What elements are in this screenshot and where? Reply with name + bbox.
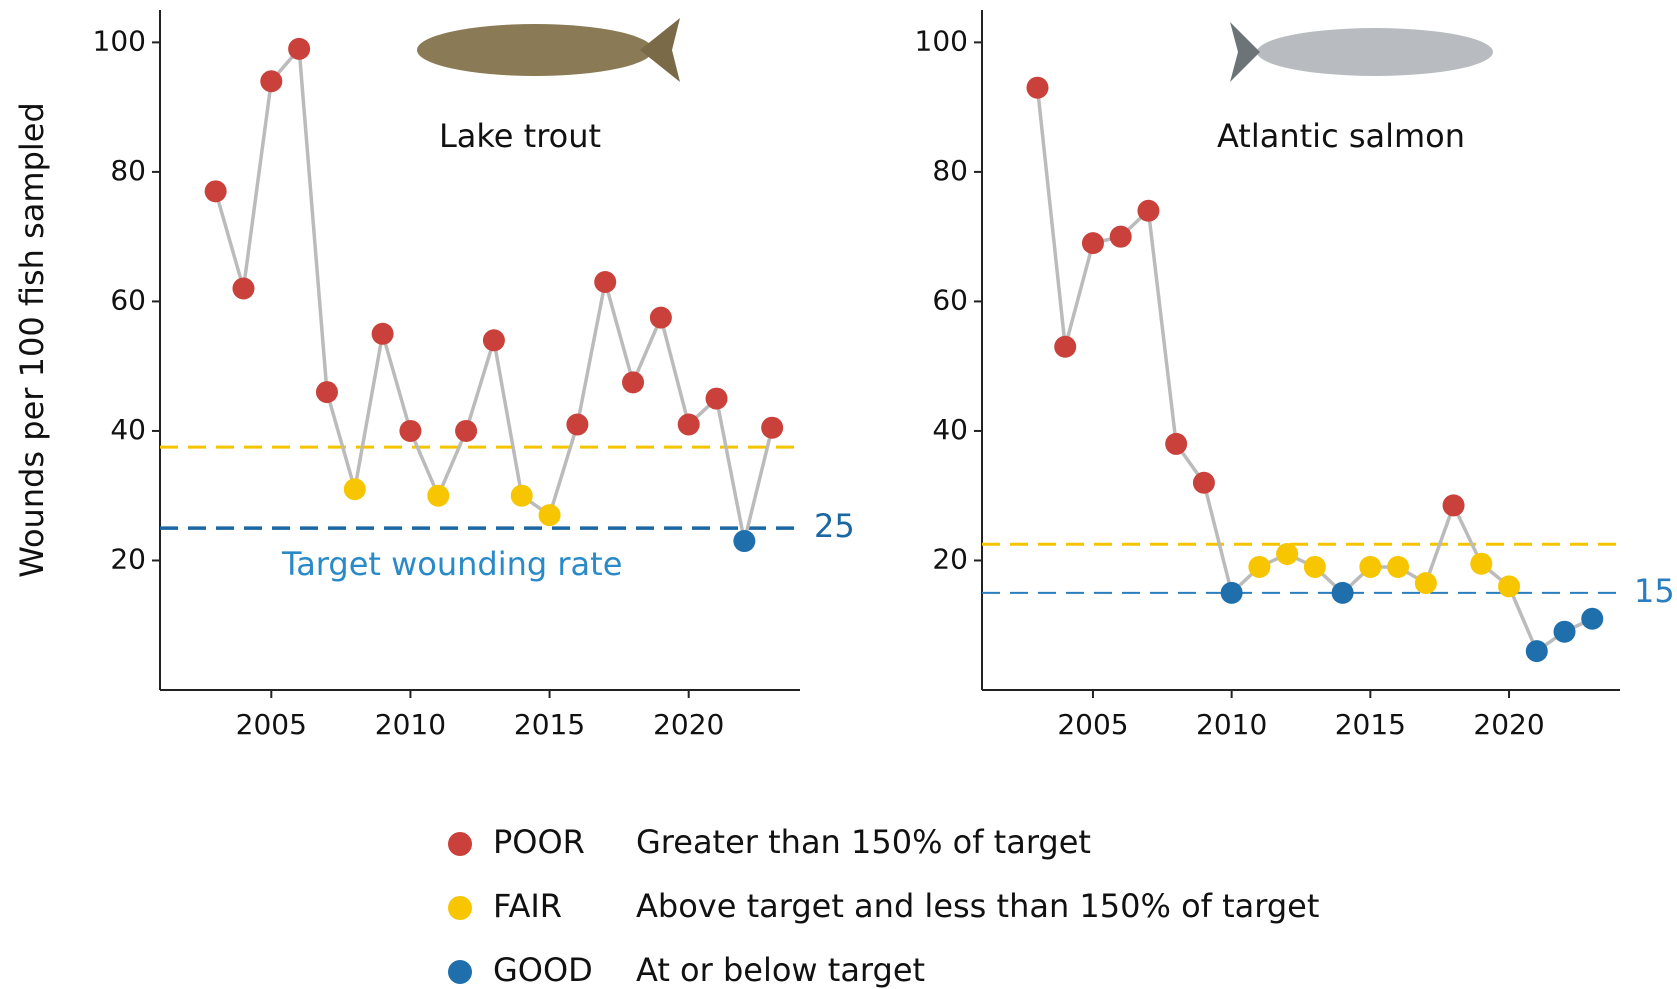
y-tick-label: 100 — [93, 24, 146, 57]
x-tick-label: 2010 — [375, 708, 446, 741]
data-point — [649, 306, 672, 329]
data-point — [677, 413, 700, 436]
x-tick-label: 2015 — [1335, 708, 1406, 741]
data-point — [427, 484, 450, 507]
y-tick-label: 100 — [915, 24, 968, 57]
data-point — [1081, 232, 1104, 255]
data-point — [1109, 225, 1132, 248]
x-tick-label: 2010 — [1196, 708, 1267, 741]
data-point — [1248, 555, 1271, 578]
chart-title: Atlantic salmon — [1217, 117, 1465, 155]
legend-label: FAIR — [493, 887, 562, 925]
data-point — [1137, 199, 1160, 222]
legend-description: Greater than 150% of target — [636, 823, 1091, 861]
data-point — [761, 416, 784, 439]
data-point — [399, 419, 422, 442]
x-tick-label: 2005 — [1057, 708, 1128, 741]
y-tick-label: 40 — [110, 413, 146, 446]
data-point — [1414, 572, 1437, 595]
data-point — [594, 271, 617, 293]
data-point — [371, 322, 394, 345]
data-point — [733, 530, 756, 553]
reference-label: 15 — [1634, 572, 1675, 610]
y-tick-label: 80 — [110, 154, 146, 187]
data-point — [538, 504, 561, 527]
data-point — [1525, 640, 1548, 663]
y-tick-label: 80 — [932, 154, 968, 187]
chart-title: Lake trout — [439, 117, 601, 155]
legend-description: At or below target — [636, 951, 925, 989]
data-point — [343, 478, 366, 501]
legend-label: POOR — [493, 823, 585, 861]
x-tick-label: 2020 — [1473, 708, 1544, 741]
data-point — [1359, 555, 1382, 578]
x-tick-label: 2020 — [653, 708, 724, 741]
data-point — [622, 371, 645, 394]
x-tick-label: 2015 — [514, 708, 585, 741]
data-point — [288, 37, 311, 60]
data-point — [1331, 581, 1354, 604]
data-point — [204, 180, 227, 203]
data-point — [232, 277, 255, 300]
data-point — [1303, 555, 1326, 578]
y-tick-label: 20 — [110, 542, 146, 575]
reference-label: 25 — [814, 507, 855, 545]
data-point — [510, 484, 533, 507]
data-point — [482, 329, 505, 352]
data-point — [1192, 471, 1215, 494]
legend-label: GOOD — [493, 951, 593, 989]
data-point — [260, 70, 283, 93]
data-point — [1220, 581, 1243, 604]
data-point — [1165, 432, 1188, 455]
legend-marker — [448, 960, 472, 984]
legend-marker — [448, 896, 472, 920]
legend-description: Above target and less than 150% of targe… — [636, 887, 1319, 925]
data-point — [1498, 575, 1521, 598]
data-point — [1470, 552, 1493, 575]
fish-illustration — [417, 18, 1493, 82]
annotation: Target wounding rate — [281, 545, 622, 583]
data-point — [566, 413, 589, 436]
data-point — [1276, 543, 1299, 565]
y-tick-label: 40 — [932, 413, 968, 446]
y-tick-label: 60 — [932, 283, 968, 316]
data-point — [1054, 335, 1077, 358]
data-point — [455, 419, 478, 442]
data-point — [315, 381, 338, 404]
data-point — [1442, 494, 1465, 517]
y-tick-label: 60 — [110, 283, 146, 316]
data-point — [1581, 607, 1604, 630]
data-point — [1553, 620, 1576, 643]
data-point — [1026, 76, 1049, 99]
y-axis-label: Wounds per 100 fish sampled — [13, 102, 51, 578]
data-point — [1387, 555, 1410, 578]
data-point — [705, 387, 728, 410]
legend-marker — [448, 832, 472, 856]
y-tick-label: 20 — [932, 542, 968, 575]
x-tick-label: 2005 — [236, 708, 307, 741]
